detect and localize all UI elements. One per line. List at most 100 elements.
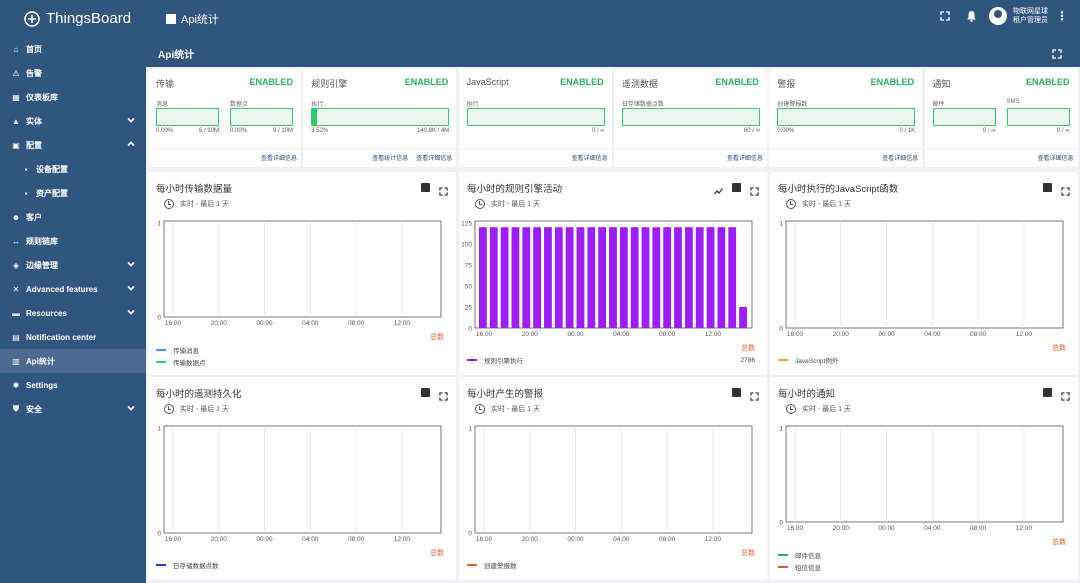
legend-item[interactable]: 邮件信息	[778, 549, 1066, 561]
y-tick-label: 0	[779, 520, 783, 527]
usage-count: 0 / ∞	[1056, 128, 1070, 134]
usage-count: 0 / 1K	[899, 128, 916, 134]
total-label: 总数	[430, 334, 444, 341]
user-menu[interactable]: 物联网星球 租户管理员	[989, 7, 1048, 25]
bar-chart-icon[interactable]	[421, 183, 430, 192]
bar-chart-icon[interactable]	[1043, 183, 1052, 192]
legend-item[interactable]: 创建警报数	[467, 559, 755, 571]
legend-item[interactable]: 传输消息	[156, 344, 444, 356]
card-title: 遥测数据	[621, 79, 658, 89]
view-details-link[interactable]: 查看统计信息	[372, 156, 409, 162]
clock-icon	[164, 404, 174, 414]
chart-widget: 每小时传输数据量 实时 - 最后 1 天 16:00 20:00 00:00 04:00 0…	[148, 172, 456, 375]
timewindow-label: 实时 - 最后 1 天	[491, 406, 541, 413]
x-tick-label: 04:00	[613, 331, 630, 338]
timewindow[interactable]: 实时 - 最后 1 天	[786, 199, 851, 209]
timewindow[interactable]: 实时 - 最后 1 天	[786, 404, 851, 414]
card-divider	[924, 148, 1078, 149]
sidebar: ThingsBoard ⌂ 首页 ⚠ 告警 ▦ 仪表板库 ▲ 实体 ▣ 配置 ▪ 设备配置 ▪ 资产配置 ☻…	[0, 0, 146, 583]
fullscreen-icon[interactable]	[939, 10, 951, 22]
sidebar-item[interactable]: ▥ Api统计	[0, 349, 146, 373]
plot-frame	[474, 425, 753, 534]
fullscreen-icon[interactable]	[1061, 183, 1070, 196]
usage-progress-bar	[311, 108, 450, 126]
view-details-link[interactable]: 查看详细信息	[726, 156, 763, 162]
timewindow[interactable]: 实时 - 最后 1 天	[475, 199, 540, 209]
chart-plot: 16:00 20:00 00:00 04:00 08:00 12:00 0 1	[468, 425, 753, 543]
more-vert-icon[interactable]: ⋮	[1056, 9, 1068, 23]
chevron-down-icon	[126, 115, 136, 125]
fullscreen-icon[interactable]	[750, 388, 759, 401]
legend-item[interactable]: 日存储数据点数	[156, 559, 444, 571]
view-details-link[interactable]: 查看详细信息	[1037, 156, 1074, 162]
fullscreen-icon[interactable]	[439, 183, 448, 196]
legend-swatch	[467, 564, 477, 566]
card-divider	[613, 148, 767, 149]
sidebar-item[interactable]: ▦ 仪表板库	[0, 85, 146, 109]
status-badge: ENABLED	[249, 77, 293, 87]
sidebar-item[interactable]: ↔ 规则链库	[0, 229, 146, 253]
sidebar-item[interactable]: ▪ 资产配置	[0, 181, 146, 205]
timewindow[interactable]: 实时 - 最后 1 天	[164, 404, 229, 414]
legend-item[interactable]: 传输数据点	[156, 356, 444, 368]
legend-item[interactable]: 规则引擎执行 2786	[467, 354, 755, 366]
view-details-link[interactable]: 查看详细信息	[416, 156, 453, 162]
x-tick-label: 20:00	[522, 536, 539, 543]
legend-label: 规则引擎执行	[484, 358, 523, 365]
sidebar-item[interactable]: ▪ 设备配置	[0, 157, 146, 181]
sidebar-item[interactable]: ✱ Settings	[0, 373, 146, 397]
sidebar-item[interactable]: ✕ Advanced features	[0, 277, 146, 301]
bar-chart-icon[interactable]	[732, 183, 741, 192]
timewindow[interactable]: 实时 - 最后 1 天	[164, 199, 229, 209]
legend-item[interactable]: 短信信息	[778, 561, 1066, 573]
total-label: 总数	[741, 345, 755, 352]
card-divider	[148, 148, 301, 149]
device-profile-icon: ▪	[24, 164, 28, 174]
bar	[684, 227, 693, 328]
gear-icon: ✱	[12, 380, 20, 390]
chart-toolbar	[723, 388, 759, 401]
notifications-bell-icon[interactable]	[965, 10, 977, 22]
usage-meter-label: 执行	[466, 102, 479, 108]
sidebar-item[interactable]: ▬ Resources	[0, 301, 146, 325]
logo[interactable]: ThingsBoard	[0, 0, 146, 37]
legend-item[interactable]: JavaScript例外	[778, 354, 1066, 366]
sidebar-item[interactable]: ◈ 边缘管理	[0, 253, 146, 277]
chart-legend: 创建警报数	[467, 559, 755, 571]
sidebar-item[interactable]: ▲ 实体	[0, 109, 146, 133]
sidebar-item-label: 规则链库	[26, 236, 58, 246]
sidebar-item[interactable]: ⚠ 告警	[0, 61, 146, 85]
usage-meter: SMS 0 / ∞	[1006, 99, 1070, 137]
usage-progress-bar	[621, 108, 760, 126]
fullscreen-icon[interactable]	[750, 183, 759, 196]
chart-title: 每小时的通知	[778, 389, 836, 400]
card-title: 规则引擎	[311, 79, 348, 89]
sidebar-item[interactable]: ⛊ 安全	[0, 397, 146, 421]
usage-meter: 日存储数据点数 60 / ∞	[621, 99, 760, 137]
bar-chart-icon[interactable]	[1043, 388, 1052, 397]
usage-count: 140.8K / 4M	[416, 128, 450, 134]
line-chart-icon[interactable]	[714, 183, 724, 195]
card-divider	[769, 148, 923, 149]
bar-chart-icon[interactable]	[421, 388, 430, 397]
view-details-link[interactable]: 查看详细信息	[882, 156, 919, 162]
sidebar-item[interactable]: ▤ Notification center	[0, 325, 146, 349]
entities-icon: ▲	[12, 116, 20, 126]
view-details-link[interactable]: 查看详细信息	[260, 156, 297, 162]
thingsboard-logo-icon	[22, 9, 42, 29]
bar-chart-icon[interactable]	[732, 388, 741, 397]
sidebar-item[interactable]: ⌂ 首页	[0, 37, 146, 61]
usage-meter: 创建警报数 0.00% 0 / 1K	[777, 99, 916, 137]
view-details-link[interactable]: 查看详细信息	[571, 156, 608, 162]
usage-meter-values: 60 / ∞	[622, 128, 760, 137]
y-tick-label: 1	[468, 426, 472, 433]
sidebar-item-label: Settings	[26, 380, 58, 390]
fullscreen-icon[interactable]	[439, 388, 448, 401]
y-tick-label: 100	[461, 242, 472, 249]
chart-widget: 每小时执行的JavaScript函数 实时 - 最后 1 天 16:00 20:00 0…	[770, 172, 1078, 375]
sidebar-item[interactable]: ▣ 配置	[0, 133, 146, 157]
timewindow[interactable]: 实时 - 最后 1 天	[475, 404, 540, 414]
sidebar-item[interactable]: ☻ 客户	[0, 205, 146, 229]
fullscreen-icon[interactable]	[1061, 388, 1070, 401]
dashboard-fullscreen-icon[interactable]	[1052, 46, 1062, 59]
